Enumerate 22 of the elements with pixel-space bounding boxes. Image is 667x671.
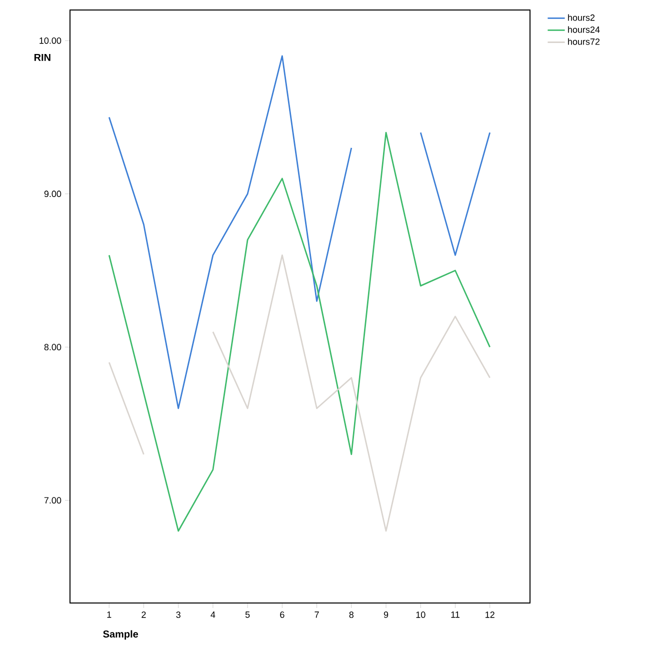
y-axis-title: RIN <box>34 54 50 61</box>
x-tick-label: 3 <box>176 612 180 618</box>
x-tick-label: 9 <box>384 612 388 618</box>
x-tick-label: 1 <box>107 612 112 618</box>
x-tick-label: 8 <box>349 612 354 618</box>
y-tick-label: 7.00 <box>44 497 62 504</box>
legend-label: hours72 <box>568 38 600 45</box>
x-tick-label: 12 <box>486 612 494 618</box>
line-series <box>108 132 491 532</box>
legend-label: hours2 <box>568 14 595 21</box>
x-tick-label: 7 <box>314 612 319 618</box>
x-tick-label: 11 <box>451 612 460 618</box>
x-tick-label: 2 <box>142 612 146 618</box>
y-tick-label: 10.00 <box>40 37 62 44</box>
x-tick-label: 6 <box>280 612 284 618</box>
legend-label: hours24 <box>568 26 600 33</box>
x-tick-label: 5 <box>245 612 250 618</box>
y-tick-label: 8.00 <box>44 344 62 350</box>
x-tick-label: 4 <box>210 612 216 618</box>
y-tick-label: 9.00 <box>44 190 62 198</box>
x-tick-label: 10 <box>416 612 426 618</box>
x-axis-title: Sample <box>103 630 138 640</box>
